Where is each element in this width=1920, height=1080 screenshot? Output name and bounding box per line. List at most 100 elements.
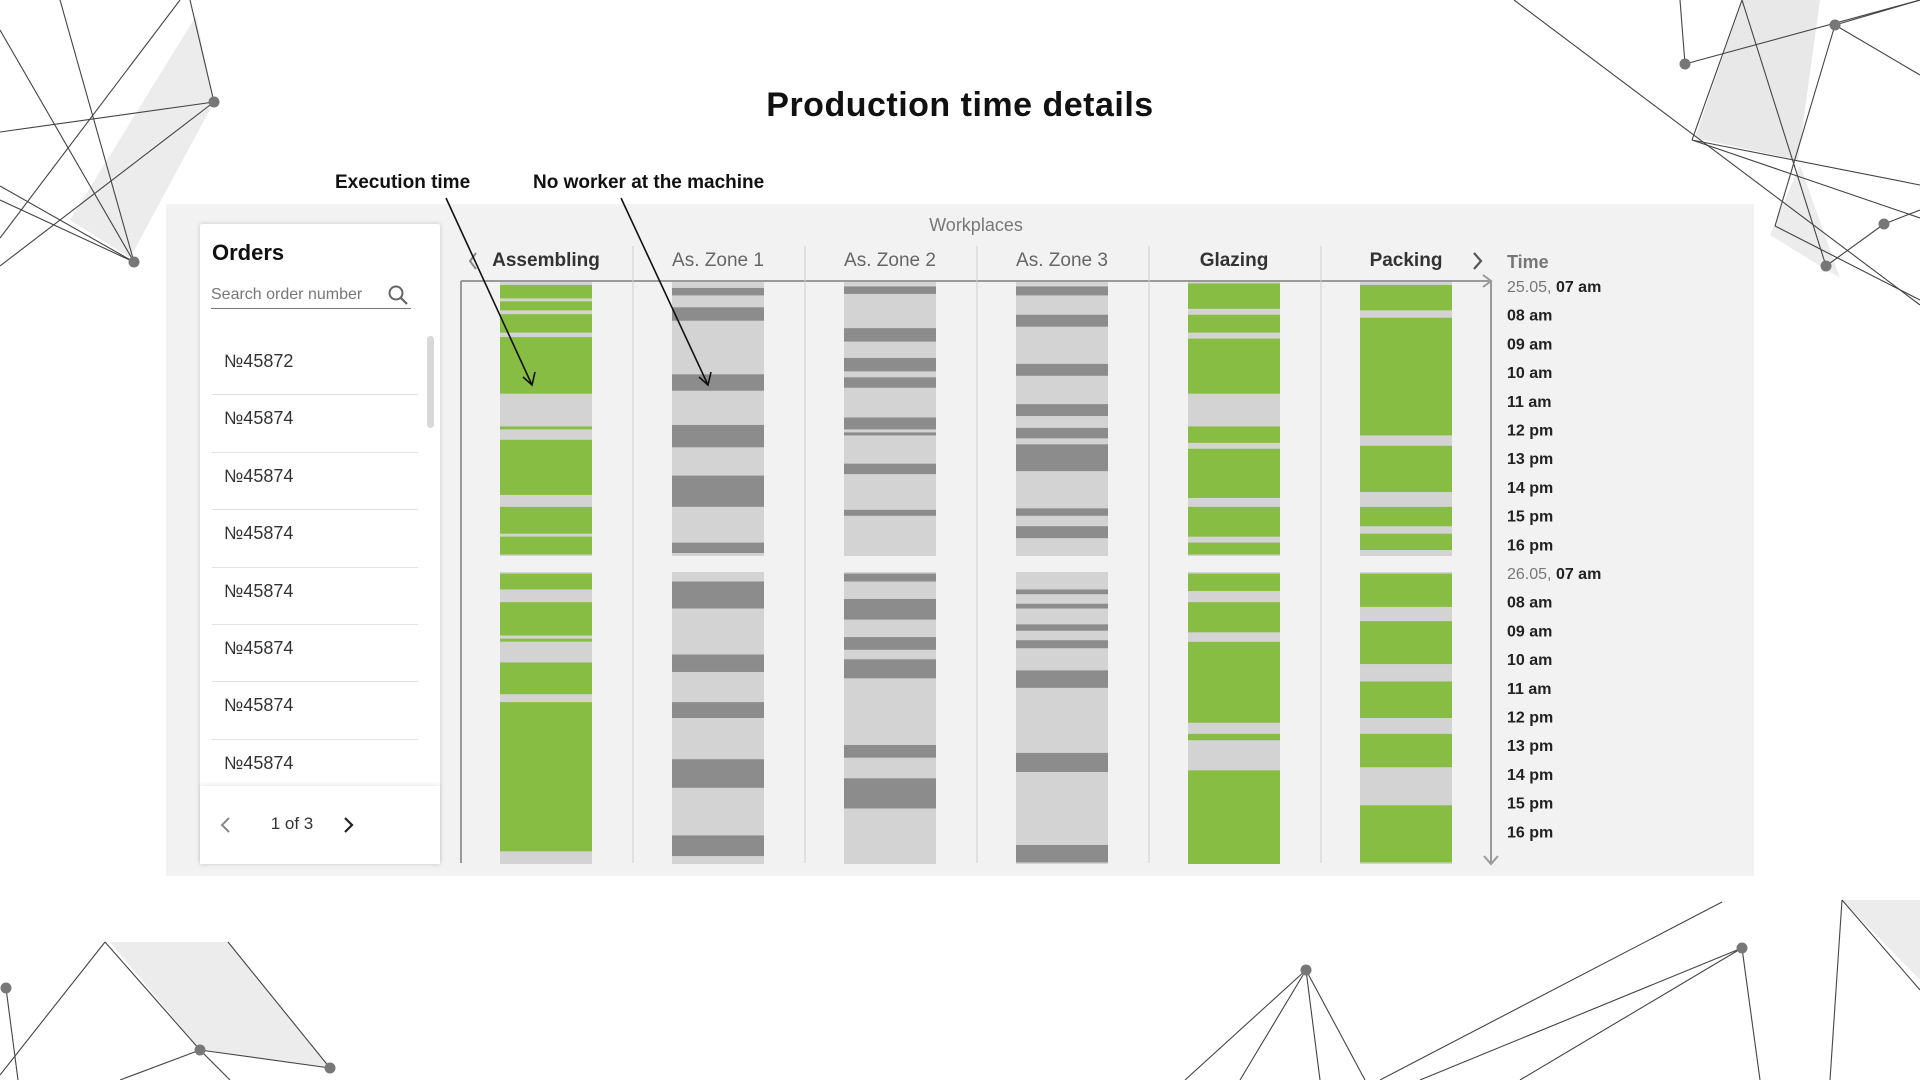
- no-worker-segment[interactable]: [672, 759, 764, 788]
- execution-time-segment[interactable]: [500, 439, 592, 495]
- order-item[interactable]: №45874: [212, 510, 418, 568]
- no-worker-segment[interactable]: [1016, 640, 1108, 649]
- column-header[interactable]: As. Zone 1: [672, 250, 764, 271]
- no-worker-segment[interactable]: [844, 286, 936, 294]
- no-worker-segment[interactable]: [672, 542, 764, 554]
- execution-time-segment[interactable]: [500, 284, 592, 299]
- time-tick-label: 08 am: [1507, 595, 1552, 612]
- header-next-chevron[interactable]: [1473, 252, 1483, 270]
- chevron-right-icon[interactable]: [1473, 252, 1483, 270]
- no-worker-segment[interactable]: [672, 424, 764, 448]
- no-worker-segment[interactable]: [844, 417, 936, 430]
- no-worker-segment[interactable]: [844, 377, 936, 388]
- execution-time-segment[interactable]: [1188, 283, 1280, 309]
- column-header[interactable]: Glazing: [1200, 250, 1269, 271]
- chevron-right-icon[interactable]: [340, 814, 356, 841]
- no-worker-segment[interactable]: [844, 573, 936, 582]
- no-worker-segment[interactable]: [672, 581, 764, 609]
- execution-time-segment[interactable]: [1188, 770, 1280, 864]
- no-worker-segment[interactable]: [1016, 404, 1108, 417]
- no-worker-segment[interactable]: [672, 287, 764, 296]
- no-worker-segment[interactable]: [1016, 589, 1108, 595]
- column-header[interactable]: As. Zone 2: [844, 250, 936, 271]
- no-worker-segment[interactable]: [1016, 286, 1108, 296]
- execution-time-segment[interactable]: [1360, 621, 1452, 665]
- execution-time-segment[interactable]: [1188, 506, 1280, 537]
- no-worker-segment[interactable]: [1016, 526, 1108, 539]
- execution-time-segment[interactable]: [500, 314, 592, 333]
- execution-time-segment[interactable]: [1360, 445, 1452, 492]
- order-item[interactable]: №45874: [212, 453, 418, 511]
- execution-time-segment[interactable]: [500, 602, 592, 636]
- execution-time-segment[interactable]: [1188, 314, 1280, 333]
- execution-time-segment[interactable]: [1188, 573, 1280, 592]
- order-item[interactable]: №45874: [212, 395, 418, 453]
- execution-time-segment[interactable]: [1188, 338, 1280, 394]
- order-item[interactable]: №45874: [212, 625, 418, 683]
- no-worker-segment[interactable]: [672, 374, 764, 391]
- no-worker-segment[interactable]: [1016, 363, 1108, 376]
- execution-time-segment[interactable]: [500, 426, 592, 430]
- header-prev-chevron[interactable]: [468, 252, 477, 270]
- no-worker-segment[interactable]: [844, 328, 936, 342]
- no-worker-segment[interactable]: [1016, 670, 1108, 688]
- execution-time-segment[interactable]: [500, 301, 592, 311]
- time-tick-label: 10 am: [1507, 652, 1552, 669]
- execution-time-segment[interactable]: [1360, 681, 1452, 719]
- no-worker-segment[interactable]: [844, 744, 936, 758]
- no-worker-segment[interactable]: [1016, 624, 1108, 631]
- execution-time-segment[interactable]: [500, 506, 592, 534]
- no-worker-segment[interactable]: [672, 835, 764, 857]
- no-worker-segment[interactable]: [672, 702, 764, 718]
- execution-time-segment[interactable]: [500, 337, 592, 394]
- execution-time-segment[interactable]: [1188, 641, 1280, 723]
- no-worker-segment[interactable]: [1016, 427, 1108, 439]
- order-item[interactable]: №45872: [212, 338, 418, 396]
- chevron-left-icon[interactable]: [218, 814, 234, 841]
- chevron-left-icon[interactable]: [468, 252, 477, 270]
- no-worker-segment[interactable]: [844, 637, 936, 650]
- execution-time-segment[interactable]: [500, 702, 592, 852]
- column-header[interactable]: Packing: [1370, 250, 1443, 271]
- column-header[interactable]: Assembling: [492, 250, 600, 271]
- no-worker-segment[interactable]: [844, 778, 936, 809]
- execution-time-segment[interactable]: [1188, 602, 1280, 633]
- execution-time-segment[interactable]: [1188, 733, 1280, 741]
- time-tick-label: 12 pm: [1507, 423, 1553, 440]
- no-worker-segment[interactable]: [1016, 752, 1108, 772]
- no-worker-segment[interactable]: [844, 357, 936, 372]
- no-worker-segment[interactable]: [1016, 603, 1108, 609]
- no-worker-segment[interactable]: [672, 307, 764, 321]
- no-worker-segment[interactable]: [1016, 508, 1108, 516]
- no-worker-segment[interactable]: [1016, 314, 1108, 327]
- no-worker-segment[interactable]: [844, 432, 936, 436]
- no-worker-segment[interactable]: [844, 509, 936, 516]
- execution-time-segment[interactable]: [1360, 805, 1452, 863]
- no-worker-segment[interactable]: [844, 659, 936, 679]
- order-item[interactable]: №45874: [212, 682, 418, 740]
- orders-scrollbar[interactable]: [427, 336, 434, 428]
- execution-time-segment[interactable]: [1188, 426, 1280, 443]
- no-worker-segment[interactable]: [844, 463, 936, 475]
- search-input[interactable]: [211, 284, 381, 306]
- execution-time-segment[interactable]: [1360, 317, 1452, 436]
- execution-time-segment[interactable]: [500, 662, 592, 695]
- no-worker-segment[interactable]: [844, 598, 936, 620]
- execution-time-segment[interactable]: [500, 573, 592, 590]
- no-worker-segment[interactable]: [1016, 444, 1108, 472]
- search-icon[interactable]: [387, 284, 409, 311]
- execution-time-segment[interactable]: [1188, 448, 1280, 498]
- execution-time-segment[interactable]: [1360, 284, 1452, 311]
- execution-time-segment[interactable]: [1360, 573, 1452, 607]
- execution-time-segment[interactable]: [500, 638, 592, 642]
- execution-time-segment[interactable]: [1360, 533, 1452, 551]
- execution-time-segment[interactable]: [1360, 733, 1452, 768]
- column-header[interactable]: As. Zone 3: [1016, 250, 1108, 271]
- order-item[interactable]: №45874: [212, 568, 418, 625]
- execution-time-segment[interactable]: [500, 536, 592, 555]
- execution-time-segment[interactable]: [1360, 506, 1452, 527]
- execution-time-segment[interactable]: [1188, 542, 1280, 555]
- no-worker-segment[interactable]: [1016, 844, 1108, 863]
- no-worker-segment[interactable]: [672, 475, 764, 507]
- no-worker-segment[interactable]: [672, 654, 764, 672]
